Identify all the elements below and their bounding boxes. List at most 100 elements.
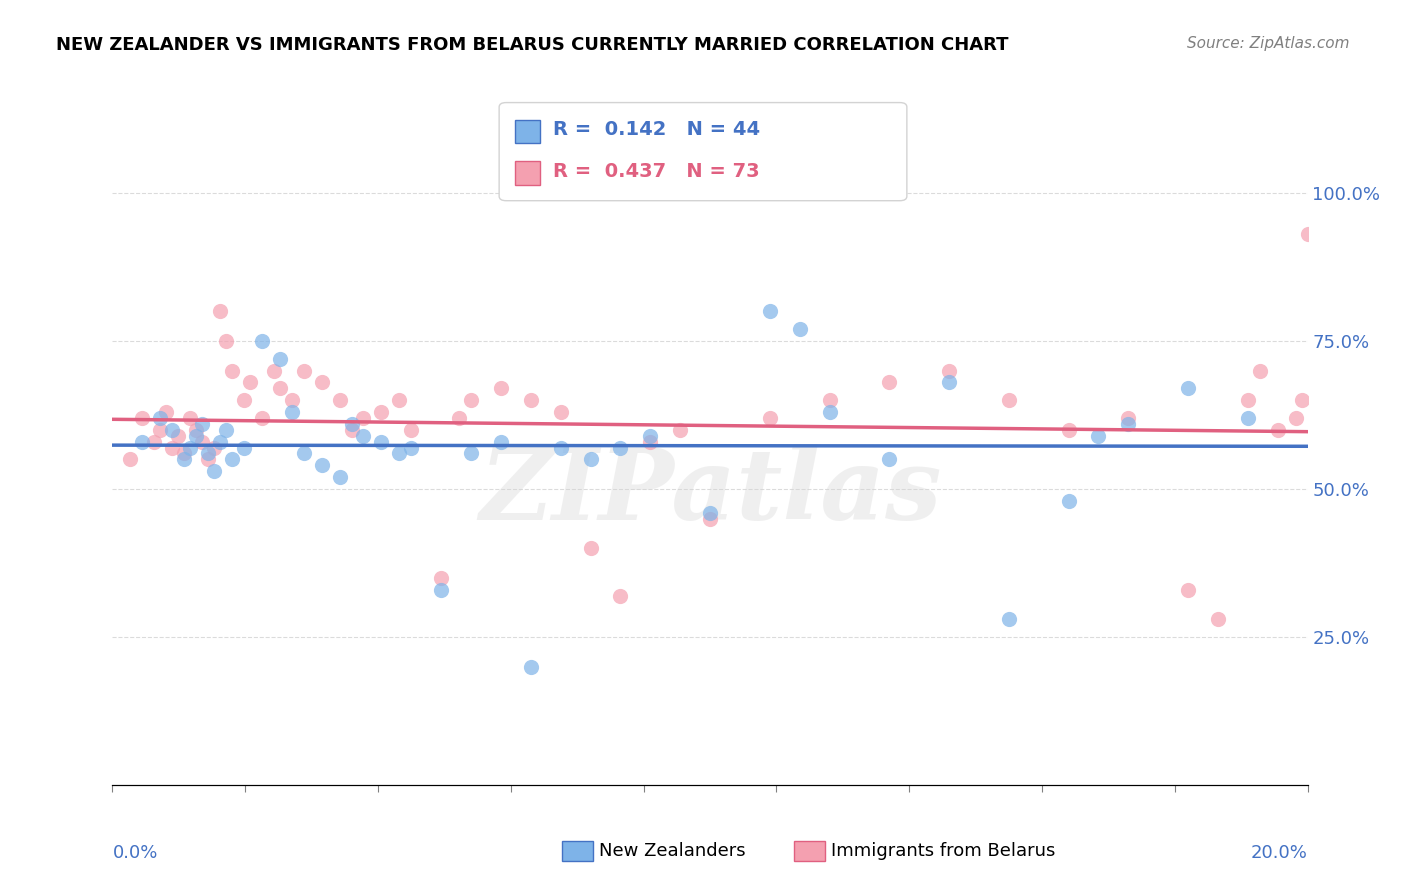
Point xyxy=(131,411,153,425)
Point xyxy=(1118,417,1140,431)
Point xyxy=(162,423,183,437)
Point xyxy=(1267,423,1289,437)
Text: NEW ZEALANDER VS IMMIGRANTS FROM BELARUS CURRENTLY MARRIED CORRELATION CHART: NEW ZEALANDER VS IMMIGRANTS FROM BELARUS… xyxy=(56,36,1008,54)
Text: Immigrants from Belarus: Immigrants from Belarus xyxy=(831,842,1056,860)
Point xyxy=(579,452,602,467)
Point xyxy=(699,511,721,525)
Point xyxy=(1177,381,1199,395)
Point xyxy=(638,428,662,442)
Point xyxy=(149,411,172,425)
Point xyxy=(202,441,225,455)
Point xyxy=(489,434,512,449)
Point xyxy=(759,304,782,318)
Point xyxy=(520,659,543,673)
Point xyxy=(1291,393,1313,408)
Point xyxy=(1249,363,1271,377)
Point xyxy=(550,441,572,455)
Point xyxy=(328,470,352,484)
Point xyxy=(579,541,602,556)
Point xyxy=(208,434,231,449)
Point xyxy=(877,452,901,467)
Point xyxy=(269,381,291,395)
Point xyxy=(877,376,901,390)
Point xyxy=(179,441,201,455)
Point xyxy=(430,571,453,585)
Text: R =  0.437   N = 73: R = 0.437 N = 73 xyxy=(553,161,759,181)
Point xyxy=(430,582,453,597)
Point xyxy=(460,393,482,408)
Text: 0.0%: 0.0% xyxy=(112,844,157,862)
Point xyxy=(1296,227,1319,242)
Point xyxy=(191,434,214,449)
Point xyxy=(281,405,304,419)
Point xyxy=(292,446,315,460)
Point xyxy=(1237,411,1260,425)
Point xyxy=(1087,428,1109,442)
Point xyxy=(173,446,195,460)
Point xyxy=(1177,582,1199,597)
Point xyxy=(197,446,219,460)
Point xyxy=(167,428,190,442)
Point xyxy=(550,405,572,419)
Point xyxy=(1237,393,1260,408)
Point xyxy=(669,423,692,437)
Point xyxy=(1118,411,1140,425)
Point xyxy=(460,446,482,460)
Point xyxy=(328,393,352,408)
Point xyxy=(311,376,333,390)
Point xyxy=(269,351,291,366)
Point xyxy=(292,363,315,377)
Point xyxy=(370,434,392,449)
Point xyxy=(388,393,411,408)
Point xyxy=(250,411,273,425)
Point xyxy=(818,393,841,408)
Point xyxy=(232,441,256,455)
Point xyxy=(370,405,392,419)
Point xyxy=(401,423,423,437)
Point xyxy=(1057,493,1080,508)
Point xyxy=(202,464,225,478)
Point xyxy=(388,446,411,460)
Text: 20.0%: 20.0% xyxy=(1251,844,1308,862)
Text: ZIPatlas: ZIPatlas xyxy=(479,443,941,541)
Point xyxy=(281,393,304,408)
Point xyxy=(998,612,1021,626)
Point xyxy=(221,363,243,377)
Point xyxy=(609,589,631,603)
Point xyxy=(197,452,219,467)
Point xyxy=(609,441,631,455)
Point xyxy=(149,423,172,437)
Point xyxy=(120,452,142,467)
Point xyxy=(155,405,177,419)
Point xyxy=(447,411,470,425)
Point xyxy=(699,506,721,520)
Point xyxy=(340,423,363,437)
Point xyxy=(179,411,201,425)
Point xyxy=(520,393,543,408)
Point xyxy=(263,363,285,377)
Point xyxy=(186,423,208,437)
Point xyxy=(250,334,273,348)
Point xyxy=(1057,423,1080,437)
Point xyxy=(232,393,256,408)
Point xyxy=(938,363,960,377)
Point xyxy=(352,428,374,442)
Point xyxy=(818,405,841,419)
Point xyxy=(340,417,363,431)
Point xyxy=(239,376,262,390)
Point xyxy=(352,411,374,425)
Point xyxy=(1285,411,1308,425)
Text: Source: ZipAtlas.com: Source: ZipAtlas.com xyxy=(1187,36,1350,51)
Point xyxy=(789,322,811,336)
Point xyxy=(143,434,166,449)
Point xyxy=(191,417,214,431)
Point xyxy=(938,376,960,390)
Point xyxy=(186,428,208,442)
Point xyxy=(1206,612,1229,626)
Point xyxy=(173,452,195,467)
Text: R =  0.142   N = 44: R = 0.142 N = 44 xyxy=(553,120,759,139)
Point xyxy=(311,458,333,473)
Point xyxy=(131,434,153,449)
Point xyxy=(215,334,238,348)
Point xyxy=(215,423,238,437)
